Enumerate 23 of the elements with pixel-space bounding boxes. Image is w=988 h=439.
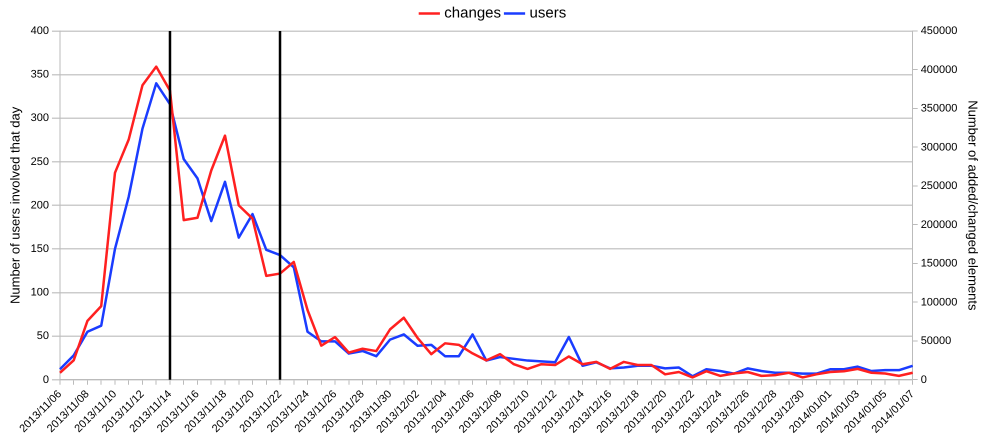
y-tick-label: 300 bbox=[30, 112, 49, 124]
y-tick-label: 50 bbox=[36, 330, 49, 342]
y2-axis-title: Number of added/changed elements bbox=[966, 100, 981, 312]
y2-tick-label: 300000 bbox=[920, 141, 958, 154]
y-tick-label: 350 bbox=[30, 68, 49, 81]
legend-label: users bbox=[530, 4, 566, 22]
y2-tick-label: 250000 bbox=[920, 180, 958, 192]
y2-tick-label: 450000 bbox=[920, 25, 958, 38]
y2-tick-label: 100000 bbox=[920, 296, 958, 308]
y-tick-label: 200 bbox=[30, 199, 49, 212]
y2-tick-label: 50000 bbox=[920, 335, 952, 348]
y2-tick-label: 150000 bbox=[920, 258, 958, 270]
y-tick-label: 400 bbox=[30, 25, 49, 38]
y-tick-label: 0 bbox=[42, 374, 49, 386]
y-tick-label: 100 bbox=[30, 286, 49, 299]
y2-tick-label: 200000 bbox=[920, 218, 958, 231]
y-axis-title: Number of users involved that day bbox=[7, 106, 22, 304]
y-tick-label: 250 bbox=[30, 156, 49, 168]
y2-tick-label: 350000 bbox=[920, 102, 958, 115]
y2-tick-label: 0 bbox=[920, 374, 927, 386]
y-tick-label: 150 bbox=[30, 242, 49, 255]
legend-label: changes bbox=[444, 4, 502, 22]
y2-tick-label: 400000 bbox=[920, 64, 958, 76]
